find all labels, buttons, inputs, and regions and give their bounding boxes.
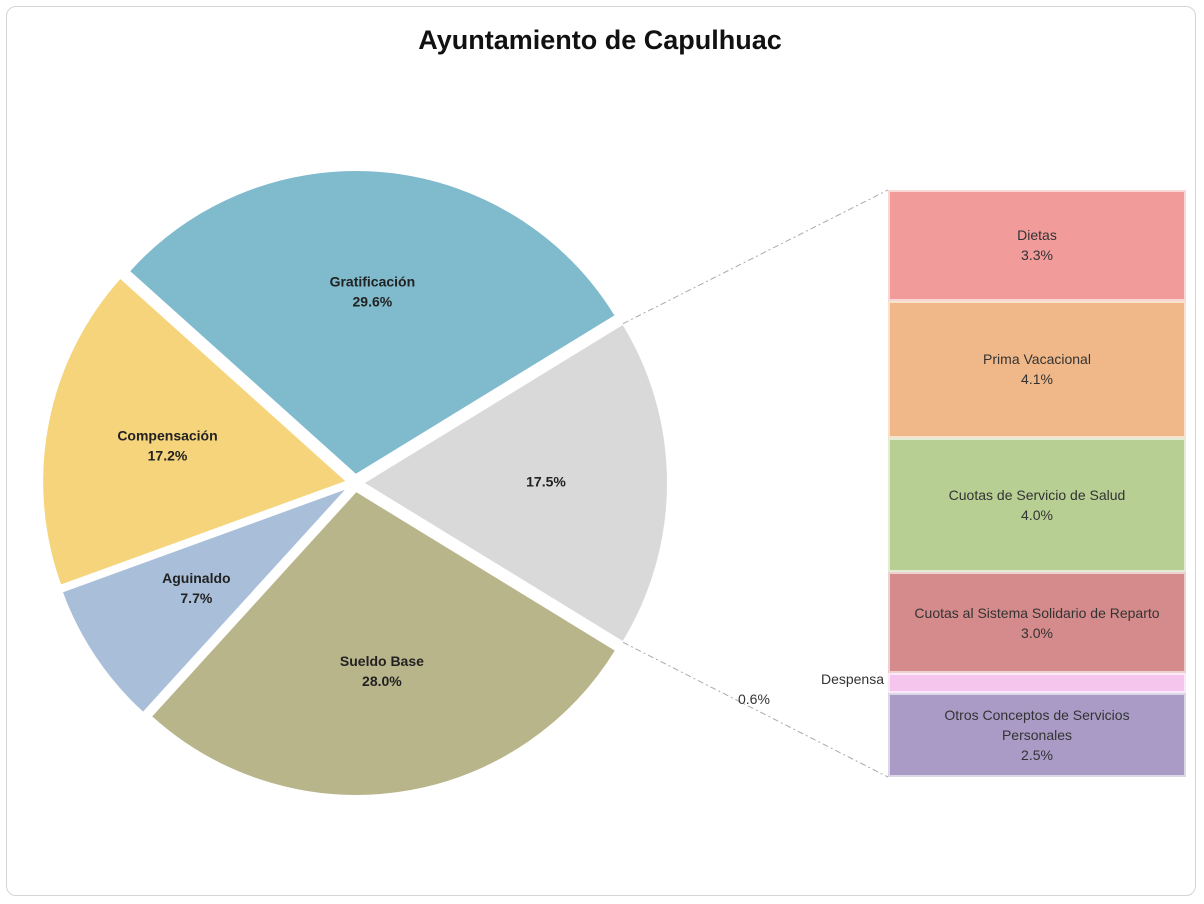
pie-slice <box>41 276 350 587</box>
bar-segment: Otros Conceptos de Servicios Personales 2… <box>888 693 1186 777</box>
connector <box>622 641 889 778</box>
slice-value: 28.0% <box>362 673 402 689</box>
bar-value: 3.3% <box>1021 247 1053 264</box>
pie-slice <box>149 489 618 797</box>
slice-value: 17.5% <box>526 474 566 490</box>
bar-label: Prima Vacacional <box>983 351 1091 368</box>
slice-label: Compensación <box>117 427 217 443</box>
chart-frame <box>6 6 1196 896</box>
bar-label: Despensa <box>820 671 884 688</box>
bar-label: Otros Conceptos de Servicios Personales <box>944 707 1130 744</box>
bar-segment: Prima Vacacional 4.1% <box>888 300 1186 439</box>
bar-label: Dietas <box>1017 227 1057 244</box>
bar-segment: Cuotas al Sistema Solidario de Reparto 3.… <box>888 572 1186 673</box>
bar-value: 0.6% <box>738 691 770 708</box>
slice-value: 29.6% <box>353 293 393 309</box>
bar-label-outside: Despensa 0.6% <box>738 669 884 709</box>
bar-segment: Dietas 3.3% <box>888 190 1186 301</box>
bar-label: Cuotas al Sistema Solidario de Reparto <box>914 604 1160 621</box>
pie-slice <box>127 169 618 477</box>
slice-label: Aguinaldo <box>162 570 230 586</box>
bar-segment <box>888 673 1186 694</box>
chart-title: Ayuntamiento de Capulhuac <box>418 25 782 55</box>
slice-value: 7.7% <box>180 590 212 606</box>
pie-slice <box>361 322 669 644</box>
bar-value: 2.5% <box>1021 747 1053 764</box>
bar-value: 3.0% <box>1021 624 1053 641</box>
bar-label: Cuotas de Servicio de Salud <box>948 487 1126 504</box>
pie-slice <box>60 486 350 715</box>
slice-label: Sueldo Base <box>340 653 424 669</box>
bar-value: 4.1% <box>1021 371 1053 388</box>
slice-value: 17.2% <box>148 447 188 463</box>
connector <box>622 189 889 325</box>
bar-segment: Cuotas de Servicio de Salud 4.0% <box>888 438 1186 573</box>
slice-label: Gratificación <box>330 273 416 289</box>
bar-value: 4.0% <box>1021 507 1053 524</box>
